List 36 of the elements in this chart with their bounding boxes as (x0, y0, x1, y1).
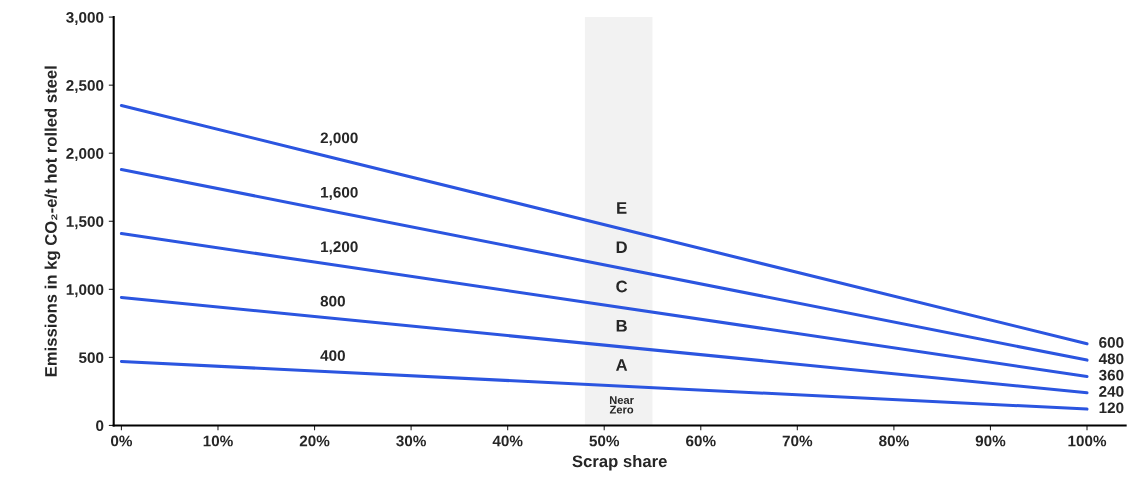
x-tick-label: 70% (782, 435, 813, 447)
annotation: A (615, 359, 628, 371)
data-label: 1,600 (321, 186, 358, 200)
data-label: 360 (1098, 369, 1124, 381)
x-axis-title: Scrap share (572, 454, 667, 471)
data-label: 480 (1098, 353, 1124, 365)
annotation: Near Zero (609, 396, 634, 414)
annotation: D (616, 241, 627, 253)
data-label: 1,200 (321, 241, 358, 255)
annotation: C (616, 280, 628, 293)
data-label: 2,000 (320, 132, 358, 146)
data-label: 800 (320, 295, 345, 307)
y-tick-label: 1,500 (66, 216, 104, 230)
y-tick-label: 2,500 (66, 80, 104, 94)
x-tick-label: 100% (1068, 435, 1107, 447)
data-label: 600 (1099, 337, 1124, 348)
x-tick-label: 10% (203, 435, 233, 447)
x-tick-label: 30% (396, 435, 426, 447)
x-tick-label: 80% (879, 435, 909, 447)
y-tick-label: 1,000 (66, 284, 104, 298)
data-label: 120 (1099, 402, 1124, 414)
y-tick-label: 500 (78, 352, 104, 364)
y-axis-title: Emissions in kg CO₂-e/t hot rolled steel (44, 66, 61, 377)
x-tick-label: 0% (110, 435, 133, 447)
annotation: B (616, 320, 627, 332)
x-tick-label: 40% (492, 435, 523, 447)
x-tick-label: 50% (589, 435, 620, 447)
data-label: 240 (1099, 386, 1124, 397)
x-tick-label: 60% (686, 435, 716, 447)
y-tick-label: 3,000 (66, 11, 104, 26)
y-tick-label: 2,000 (66, 148, 104, 162)
y-tick-label: 0 (96, 420, 104, 432)
x-tick-label: 90% (975, 435, 1006, 447)
annotation: E (617, 202, 627, 214)
data-label: 400 (320, 350, 345, 362)
x-tick-label: 20% (299, 435, 330, 447)
